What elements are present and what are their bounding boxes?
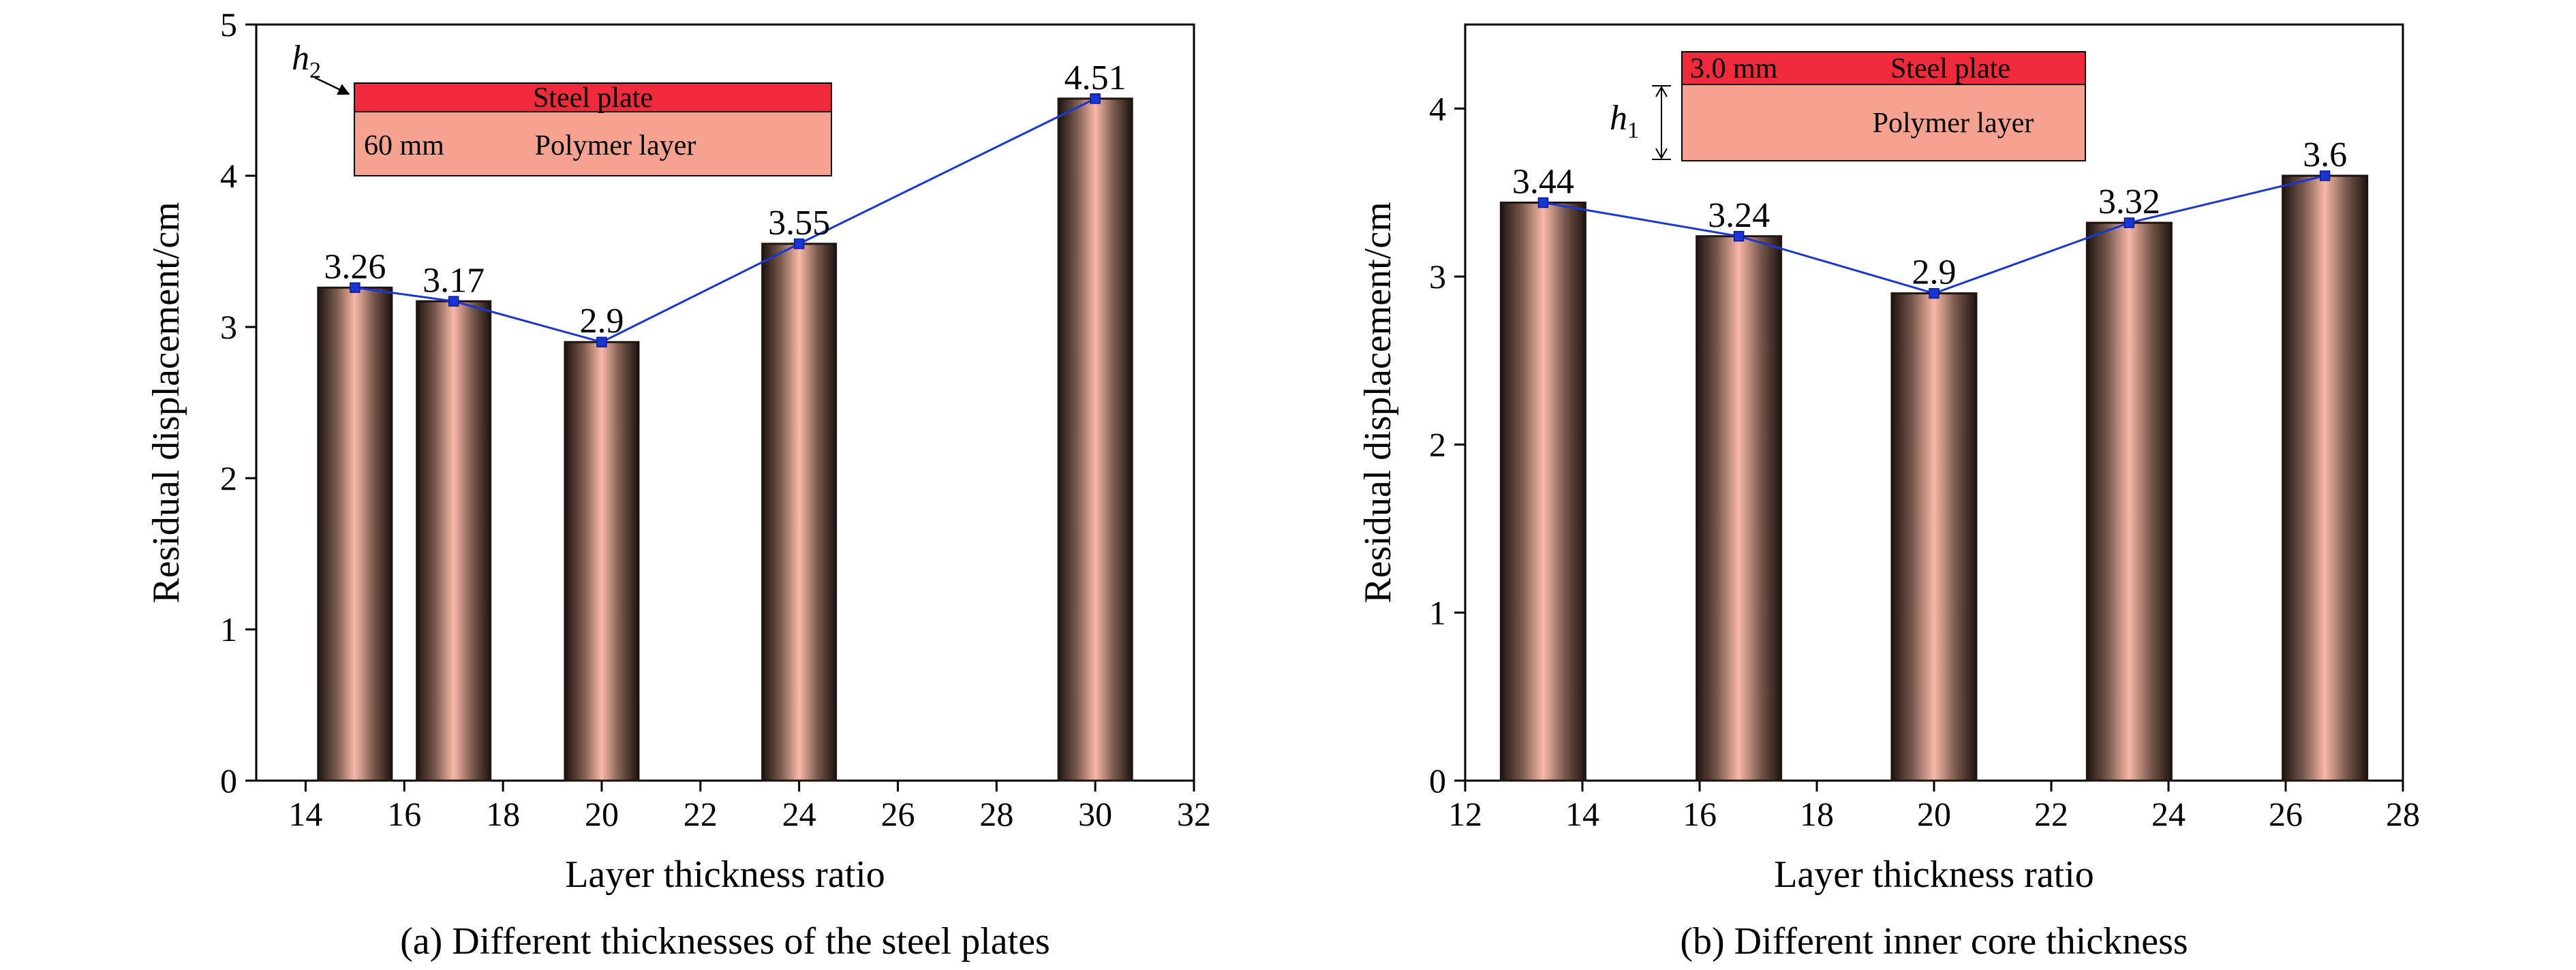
y-tick-label: 4: [1429, 89, 1446, 127]
data-label: 3.55: [768, 204, 830, 242]
y-tick-label: 0: [220, 762, 237, 800]
bar: [317, 286, 393, 782]
steel-plate-layer: [354, 82, 832, 112]
steel-plate-label: Steel plate: [533, 82, 653, 114]
x-tick-label: 16: [1683, 795, 1717, 833]
dimension-label: 60 mm: [364, 130, 444, 161]
bar: [2085, 221, 2173, 782]
series-point: [448, 296, 459, 307]
data-label: 2.9: [1912, 253, 1957, 292]
y-axis-title: Residual displacement/cm: [1357, 202, 1399, 603]
y-tick-label: 1: [1429, 593, 1446, 631]
steel-plate-label: Steel plate: [1890, 53, 2010, 84]
x-tick-label: 18: [486, 795, 520, 833]
series-line: [350, 93, 1101, 347]
y-ticks: 0 1 2 3 4: [1429, 89, 1465, 800]
x-tick-label: 26: [2269, 795, 2303, 833]
series-line: [1537, 170, 2331, 299]
schematic-inset: Steel plate Polymer layer 60 mm h2: [292, 39, 832, 176]
series-point: [2319, 170, 2331, 181]
thickness-arrow-down: [1655, 148, 1668, 160]
schematic-inset: 3.0 mm Steel plate Polymer layer h1: [1610, 51, 2086, 161]
data-label: 3.6: [2303, 136, 2347, 174]
x-tick-label: 18: [1800, 795, 1834, 833]
dimension-label: 3.0 mm: [1690, 53, 1778, 84]
x-ticks: 12 14 16 18 20 22 24 26 28: [1448, 781, 2420, 833]
y-tick-label: 2: [220, 459, 237, 497]
y-tick-label: 2: [1429, 426, 1446, 464]
x-tick-label: 28: [2386, 795, 2420, 833]
x-tick-label: 32: [1177, 795, 1211, 833]
y-axis-title: Residual displacement/cm: [145, 202, 187, 603]
data-label: 3.26: [324, 247, 386, 286]
x-tick-label: 14: [288, 795, 322, 833]
thickness-symbol: h1: [1610, 99, 1639, 143]
x-ticks: 14 16 18 20 22 24 26 28 30 32: [288, 781, 1211, 833]
panel-caption: (b) Different inner core thickness: [1680, 920, 2188, 963]
x-tick-label: 24: [2151, 795, 2186, 833]
data-label: 3.24: [1708, 196, 1770, 235]
data-labels: 3.26 3.17 2.9 3.55 4.51: [324, 59, 1126, 341]
y-tick-label: 3: [1429, 257, 1446, 296]
thickness-symbol: h2: [292, 39, 321, 83]
x-tick-label: 30: [1078, 795, 1112, 833]
y-tick-label: 5: [220, 5, 237, 44]
x-tick-label: 12: [1448, 795, 1482, 833]
bar: [1057, 97, 1133, 782]
bars: [317, 97, 1133, 782]
series-point: [596, 337, 607, 347]
x-tick-label: 26: [880, 795, 915, 833]
data-label: 3.32: [2098, 183, 2160, 221]
bars: [1499, 174, 2369, 782]
data-label: 2.9: [579, 302, 624, 341]
y-tick-label: 3: [220, 308, 237, 346]
series-point: [2123, 217, 2135, 228]
x-tick-label: 16: [387, 795, 421, 833]
x-axis-title: Layer thickness ratio: [1774, 854, 2094, 896]
bar: [2282, 174, 2369, 782]
x-tick-label: 24: [782, 795, 816, 833]
y-tick-label: 0: [1429, 762, 1446, 800]
data-labels: 3.44 3.24 2.9 3.32 3.6: [1512, 136, 2347, 292]
polymer-layer: [1681, 84, 2086, 161]
x-tick-label: 20: [585, 795, 619, 833]
series-point: [1537, 197, 1549, 208]
thickness-arrow-up: [1655, 85, 1668, 97]
x-axis-title: Layer thickness ratio: [565, 854, 885, 896]
series-point: [793, 238, 805, 249]
series-point: [1733, 231, 1745, 242]
data-label: 3.44: [1512, 162, 1574, 201]
data-label: 4.51: [1064, 59, 1126, 97]
y-tick-label: 4: [220, 157, 237, 195]
x-tick-label: 22: [684, 795, 718, 833]
thickness-arrow: [314, 76, 350, 95]
data-label: 3.17: [423, 261, 485, 300]
y-tick-label: 1: [220, 610, 237, 648]
panel-caption: (a) Different thicknesses of the steel p…: [400, 920, 1050, 963]
polymer-layer: [354, 111, 832, 176]
series-point: [1090, 93, 1101, 104]
bar: [564, 341, 640, 782]
plot-frame: [255, 23, 1195, 782]
polymer-layer-label: Polymer layer: [1873, 108, 2034, 139]
bar: [1696, 235, 1783, 782]
bar: [1890, 292, 1978, 782]
bar: [416, 300, 492, 782]
x-tick-label: 20: [1917, 795, 1951, 833]
series-point: [350, 282, 361, 294]
x-tick-label: 22: [2034, 795, 2068, 833]
polymer-layer-label: Polymer layer: [535, 130, 696, 161]
y-ticks: 0 1 2 3 4 5: [220, 5, 256, 800]
bar: [761, 242, 838, 782]
series-point: [1929, 287, 1939, 299]
bar: [1499, 201, 1586, 782]
x-tick-label: 28: [979, 795, 1013, 833]
x-tick-label: 14: [1565, 795, 1599, 833]
